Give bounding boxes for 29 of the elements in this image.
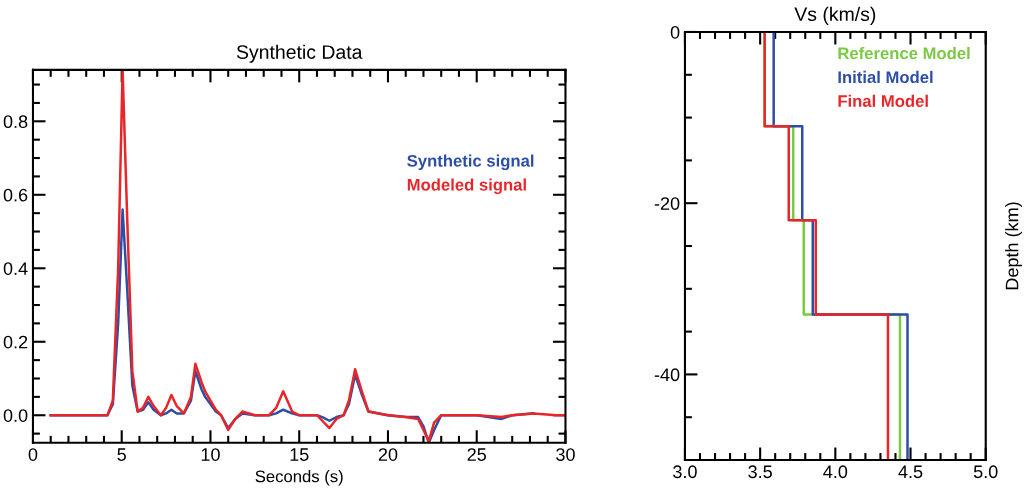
text: Modeled signal — [407, 178, 526, 195]
text: Initial Model — [838, 70, 933, 84]
x-tick-label: 5 — [117, 448, 126, 461]
y2-axis-title: Depth (km) — [1005, 202, 1022, 290]
y-tick-label: 0.6 — [3, 188, 28, 202]
x-tick-label: 3.0 — [673, 465, 697, 479]
y-tick-label: 0.4 — [3, 262, 28, 275]
x-tick-label: 4.0 — [823, 465, 848, 479]
y-tick-label: 0 — [670, 25, 680, 39]
x-tick-label: 30 — [556, 448, 575, 461]
x-tick-label: 10 — [201, 448, 220, 461]
text: Final Model — [838, 94, 928, 107]
chart-title: Synthetic Data — [236, 44, 363, 63]
y-tick-label: 0.8 — [3, 115, 28, 129]
text: Reference Model — [838, 46, 970, 60]
x-tick-label: 25 — [467, 448, 486, 461]
x-tick-label: 15 — [290, 448, 309, 461]
text: Synthetic signal — [407, 154, 534, 171]
y-tick-label: 0.0 — [3, 409, 28, 422]
x-tick-label: 3.5 — [748, 465, 772, 479]
x-tick-label: 4.5 — [898, 465, 923, 479]
x-tick-label: 20 — [378, 448, 398, 461]
chart-title: Vs (km/s) — [794, 6, 876, 25]
x-tick-label: 5.0 — [973, 465, 998, 479]
y-tick-label: -20 — [654, 197, 680, 210]
x-tick-label: 0 — [28, 448, 38, 461]
y-tick-label: -40 — [654, 368, 680, 382]
y-tick-label: 0.2 — [3, 335, 28, 349]
x-axis-title: Seconds (s) — [255, 470, 343, 486]
